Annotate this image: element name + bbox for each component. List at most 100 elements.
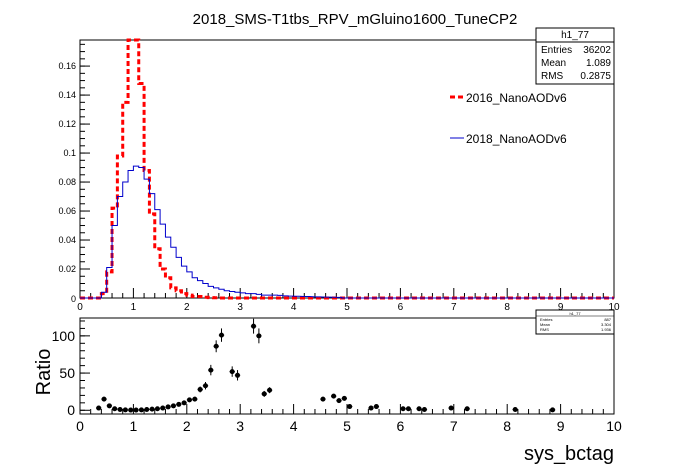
ratio-point bbox=[186, 397, 192, 403]
ratio-point bbox=[421, 407, 427, 413]
ratio-x-axis-label: sys_bctag bbox=[524, 443, 614, 465]
y-tick-label: 0.08 bbox=[58, 177, 76, 187]
ratio-point bbox=[197, 386, 203, 392]
x-tick-label: 9 bbox=[557, 418, 565, 434]
ratio-point bbox=[208, 367, 214, 373]
ratio-point bbox=[261, 391, 267, 397]
ratio-stats-entries-value: 887 bbox=[604, 317, 611, 322]
ratio-y-axis-label: Ratio bbox=[33, 349, 55, 396]
x-tick-label: 0 bbox=[77, 302, 83, 313]
x-tick-label: 10 bbox=[608, 302, 620, 313]
y-tick-label: 0.04 bbox=[58, 235, 76, 245]
ratio-point bbox=[405, 406, 411, 412]
ratio-point bbox=[368, 405, 374, 411]
x-tick-label: 2 bbox=[183, 418, 191, 434]
ratio-point bbox=[202, 383, 208, 389]
ratio-point bbox=[267, 387, 273, 393]
x-tick-label: 0 bbox=[76, 418, 84, 434]
x-tick-label: 6 bbox=[398, 302, 404, 313]
y-tick-label: 0.12 bbox=[58, 119, 76, 129]
ratio-point bbox=[347, 404, 353, 410]
stats-box-frame bbox=[535, 27, 615, 85]
main-plot-area: 0 1 2 3 4 5 6 7 8 9 10 0.02 0.04 0.06 0.08 0.1 0.12 0.14 0… bbox=[58, 38, 620, 313]
x-tick-label: 10 bbox=[606, 418, 622, 434]
x-tick-label: 4 bbox=[290, 418, 298, 434]
x-tick-label: 7 bbox=[450, 418, 458, 434]
x-tick-label: 3 bbox=[237, 302, 243, 313]
ratio-point bbox=[176, 401, 182, 407]
ratio-point bbox=[331, 393, 337, 399]
y-tick-label: 50 bbox=[59, 365, 75, 381]
ratio-point bbox=[133, 407, 139, 413]
ratio-stats-mean-value: 3.304 bbox=[601, 322, 612, 327]
ratio-point bbox=[341, 395, 347, 401]
x-tick-label: 8 bbox=[503, 418, 511, 434]
x-tick-label: 8 bbox=[504, 302, 510, 313]
legend: 2016_NanoAODv6 2018_NanoAODv6 bbox=[450, 91, 567, 146]
ratio-stats-mean-label: Mean bbox=[540, 322, 550, 327]
ratio-point bbox=[165, 404, 171, 410]
ratio-point bbox=[128, 407, 134, 413]
y-tick-label: 0 bbox=[71, 294, 76, 304]
y-tick-label: 0 bbox=[67, 402, 75, 418]
ratio-point bbox=[112, 406, 118, 412]
ratio-stats-rms-value: 1.936 bbox=[601, 327, 612, 332]
legend-label-2016: 2016_NanoAODv6 bbox=[466, 91, 567, 105]
ratio-point bbox=[144, 407, 150, 413]
stats-entries-label: Entries bbox=[541, 45, 572, 56]
ratio-point bbox=[122, 407, 128, 413]
ratio-point bbox=[320, 396, 326, 402]
x-tick-label: 5 bbox=[343, 418, 351, 434]
ratio-point bbox=[149, 406, 155, 412]
x-tick-label: 5 bbox=[344, 302, 350, 313]
x-tick-label: 7 bbox=[451, 302, 457, 313]
ratio-point bbox=[170, 403, 176, 409]
x-tick-label: 3 bbox=[236, 418, 244, 434]
ratio-point bbox=[448, 405, 454, 411]
ratio-point bbox=[117, 407, 123, 413]
main-histogram-panel: 2018_SMS-T1tbs_RPV_mGluino1600_TuneCP2 0… bbox=[58, 11, 620, 313]
ratio-point bbox=[138, 407, 144, 413]
stats-box-name: h1_77 bbox=[561, 30, 589, 41]
ratio-point bbox=[213, 343, 219, 349]
legend-label-2018: 2018_NanoAODv6 bbox=[466, 132, 567, 146]
y-tick-label: 0.14 bbox=[58, 90, 76, 100]
ratio-point bbox=[512, 407, 518, 413]
y-tick-label: 0.1 bbox=[63, 148, 76, 158]
ratio-point bbox=[96, 405, 102, 411]
ratio-point bbox=[251, 323, 257, 329]
stats-mean-value: 1.089 bbox=[586, 58, 611, 69]
histogram-2018 bbox=[80, 165, 614, 299]
ratio-stats-rms-label: RMS bbox=[540, 327, 549, 332]
ratio-point bbox=[154, 406, 160, 412]
stats-rms-label: RMS bbox=[541, 71, 564, 82]
ratio-point bbox=[106, 403, 112, 409]
ratio-point bbox=[256, 333, 262, 339]
y-tick-label: 0.06 bbox=[58, 206, 76, 216]
ratio-point bbox=[229, 369, 235, 375]
x-tick-label: 1 bbox=[130, 418, 138, 434]
ratio-point bbox=[400, 406, 406, 412]
ratio-stats-frame bbox=[535, 309, 615, 335]
ratio-point bbox=[416, 406, 422, 412]
x-tick-label: 4 bbox=[291, 302, 297, 313]
histogram-2016 bbox=[80, 38, 614, 300]
ratio-point bbox=[235, 372, 241, 378]
stats-mean-label: Mean bbox=[541, 58, 566, 69]
ratio-point bbox=[373, 404, 379, 410]
x-tick-label: 9 bbox=[558, 302, 564, 313]
ratio-point bbox=[550, 407, 556, 413]
y-tick-label: 0.02 bbox=[58, 264, 76, 274]
y-tick-label: 0.16 bbox=[58, 61, 76, 71]
ratio-point bbox=[160, 405, 166, 411]
y-tick-label: 100 bbox=[52, 328, 76, 344]
ratio-stats-entries-label: Entries bbox=[540, 317, 552, 322]
ratio-point bbox=[101, 396, 107, 402]
ratio-stats-box: h1_77 Entries 887 Mean 3.304 RMS 1.936 bbox=[535, 309, 615, 335]
x-tick-label: 2 bbox=[184, 302, 190, 313]
ratio-point bbox=[336, 398, 342, 404]
x-tick-label: 6 bbox=[397, 418, 405, 434]
